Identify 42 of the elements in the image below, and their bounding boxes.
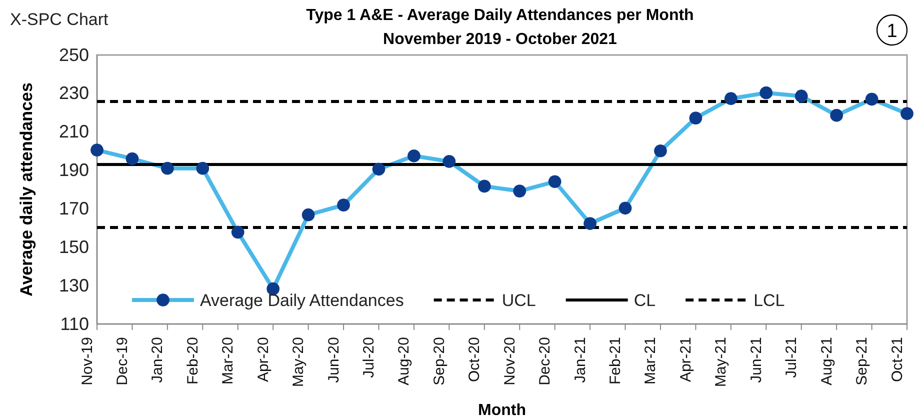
x-tick-label: Jul-20 bbox=[360, 337, 378, 378]
legend-label: Average Daily Attendances bbox=[200, 291, 404, 310]
x-tick-label: Oct-21 bbox=[888, 337, 906, 382]
x-tick-label: Jul-21 bbox=[783, 337, 800, 378]
x-tick-label: Mar-20 bbox=[220, 337, 237, 385]
legend-label: CL bbox=[634, 291, 656, 310]
x-axis-title: Month bbox=[478, 402, 526, 419]
x-tick-label: Apr-20 bbox=[254, 337, 272, 382]
x-tick-label: Mar-21 bbox=[642, 337, 660, 385]
x-tick-label: Dec-20 bbox=[536, 337, 554, 386]
text: X-SPC Chart bbox=[10, 10, 109, 29]
x-tick-label: Jan-21 bbox=[572, 337, 589, 383]
y-tick-label: 210 bbox=[58, 122, 89, 142]
y-tick-label: 130 bbox=[58, 275, 89, 296]
y-tick-label: 190 bbox=[58, 160, 89, 180]
y-tick-label: 110 bbox=[60, 314, 89, 334]
chart-title: Type 1 A&E - Average Daily Attendances per Month bbox=[306, 7, 694, 24]
x-tick-label: Aug-21 bbox=[818, 337, 836, 386]
y-tick-label: 250 bbox=[58, 44, 89, 65]
x-tick-label: Jun-20 bbox=[325, 337, 342, 383]
x-tick-label: Jan-20 bbox=[149, 337, 166, 383]
y-tick-label: 150 bbox=[58, 236, 89, 257]
x-tick-label: Nov-19 bbox=[78, 337, 96, 386]
legend-label: UCL bbox=[502, 291, 536, 310]
x-tick-label: Dec-19 bbox=[114, 337, 131, 386]
x-tick-label: May-20 bbox=[290, 337, 308, 388]
y-tick-label: 170 bbox=[58, 198, 89, 218]
y-tick-label: 230 bbox=[58, 83, 89, 104]
x-tick-label: Nov-20 bbox=[501, 337, 518, 386]
x-tick-label: Aug-20 bbox=[396, 337, 413, 386]
x-tick-label: Apr-21 bbox=[677, 337, 694, 382]
legend-label: LCL bbox=[754, 291, 785, 310]
text: 1 bbox=[886, 21, 898, 42]
x-tick-label: May-21 bbox=[712, 337, 730, 388]
x-tick-label: Sep-20 bbox=[430, 337, 448, 386]
x-tick-label: Oct-20 bbox=[466, 337, 484, 382]
x-tick-label: Jun-21 bbox=[748, 337, 765, 383]
x-tick-label: Feb-20 bbox=[184, 337, 202, 385]
x-tick-label: Feb-21 bbox=[607, 337, 624, 385]
x-tick-label: Sep-21 bbox=[854, 337, 871, 386]
chart-subtitle: November 2019 - October 2021 bbox=[383, 31, 618, 48]
y-axis-title: Average daily attendances bbox=[17, 82, 36, 296]
